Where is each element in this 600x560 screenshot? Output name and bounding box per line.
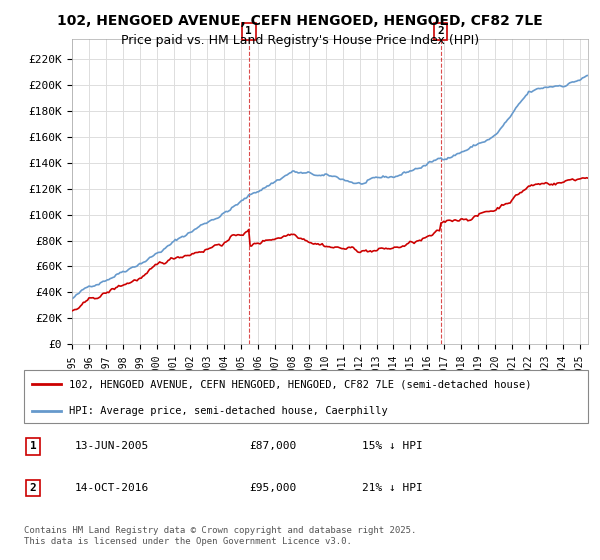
Text: 102, HENGOED AVENUE, CEFN HENGOED, HENGOED, CF82 7LE: 102, HENGOED AVENUE, CEFN HENGOED, HENGO… (57, 14, 543, 28)
Text: £95,000: £95,000 (250, 483, 297, 493)
Text: 21% ↓ HPI: 21% ↓ HPI (362, 483, 423, 493)
Text: 1: 1 (29, 441, 37, 451)
Text: 13-JUN-2005: 13-JUN-2005 (75, 441, 149, 451)
Text: HPI: Average price, semi-detached house, Caerphilly: HPI: Average price, semi-detached house,… (69, 406, 388, 416)
Text: 15% ↓ HPI: 15% ↓ HPI (362, 441, 423, 451)
Text: 14-OCT-2016: 14-OCT-2016 (75, 483, 149, 493)
Text: Contains HM Land Registry data © Crown copyright and database right 2025.
This d: Contains HM Land Registry data © Crown c… (24, 526, 416, 546)
Text: 1: 1 (245, 26, 252, 36)
Text: 2: 2 (437, 26, 444, 36)
Text: 102, HENGOED AVENUE, CEFN HENGOED, HENGOED, CF82 7LE (semi-detached house): 102, HENGOED AVENUE, CEFN HENGOED, HENGO… (69, 380, 532, 390)
Text: Price paid vs. HM Land Registry's House Price Index (HPI): Price paid vs. HM Land Registry's House … (121, 34, 479, 46)
Text: £87,000: £87,000 (250, 441, 297, 451)
Text: 2: 2 (29, 483, 37, 493)
FancyBboxPatch shape (24, 370, 588, 423)
